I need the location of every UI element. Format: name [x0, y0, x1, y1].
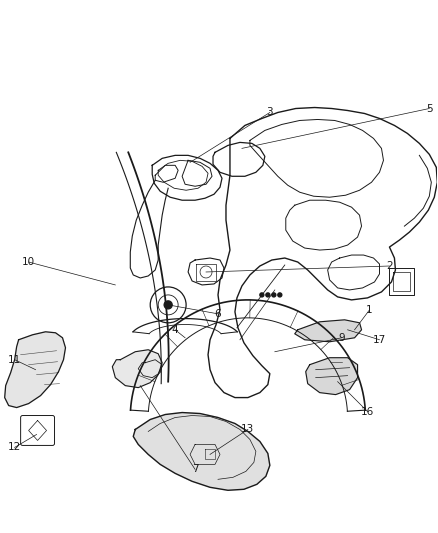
Text: 17: 17: [373, 335, 386, 345]
Text: 9: 9: [338, 333, 345, 343]
Text: 4: 4: [172, 325, 178, 335]
Text: 1: 1: [366, 305, 373, 315]
Text: 5: 5: [426, 103, 433, 114]
Text: 10: 10: [22, 257, 35, 267]
Polygon shape: [295, 320, 361, 342]
Text: 3: 3: [267, 108, 273, 117]
Circle shape: [272, 293, 276, 297]
Polygon shape: [112, 350, 162, 387]
Text: 2: 2: [386, 261, 393, 271]
Text: 11: 11: [8, 354, 21, 365]
Text: 7: 7: [192, 464, 198, 474]
Text: 6: 6: [215, 309, 221, 319]
Text: 16: 16: [361, 407, 374, 416]
Circle shape: [164, 301, 172, 309]
Text: 12: 12: [8, 442, 21, 453]
Text: 13: 13: [241, 424, 254, 434]
Polygon shape: [306, 358, 357, 394]
Circle shape: [260, 293, 264, 297]
Circle shape: [278, 293, 282, 297]
Polygon shape: [5, 332, 66, 408]
Circle shape: [266, 293, 270, 297]
Polygon shape: [133, 413, 270, 490]
